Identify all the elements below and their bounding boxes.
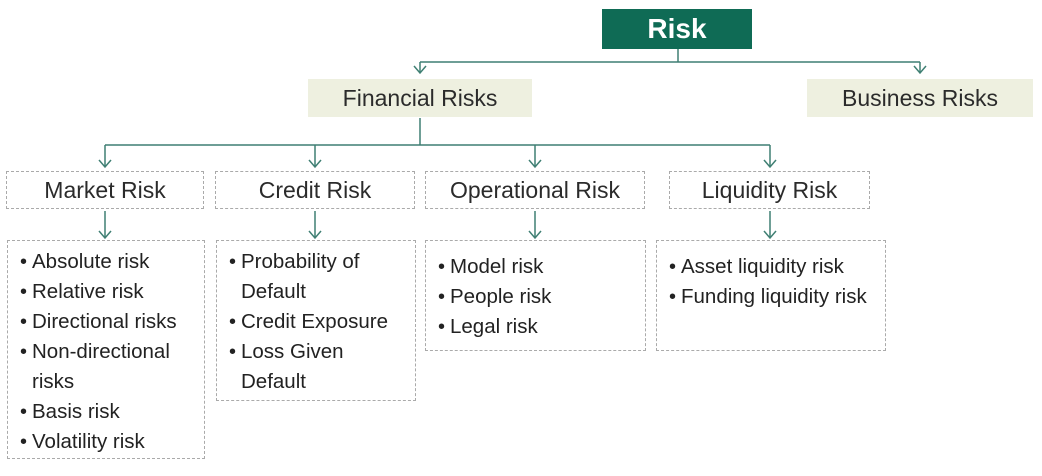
list-item: Directional risks bbox=[20, 307, 196, 337]
financial-risks-label: Financial Risks bbox=[342, 84, 498, 111]
business-risks-node: Business Risks bbox=[807, 79, 1033, 117]
liquidity-risk-node: Liquidity Risk bbox=[669, 171, 870, 209]
list-item: Volatility risk bbox=[20, 427, 196, 457]
market-risk-label: Market Risk bbox=[44, 176, 166, 203]
list-item: Absolute risk bbox=[20, 247, 196, 277]
financial-risks-node: Financial Risks bbox=[308, 79, 532, 117]
list-item: Probability of Default bbox=[229, 247, 407, 307]
list-item: People risk bbox=[438, 282, 637, 312]
credit-risk-label: Credit Risk bbox=[258, 176, 372, 203]
list-item: Credit Exposure bbox=[229, 307, 407, 337]
list-item: Funding liquidity risk bbox=[669, 282, 877, 312]
list-item: Non-directional risks bbox=[20, 337, 196, 397]
market-risk-node: Market Risk bbox=[6, 171, 204, 209]
list-item: Basis risk bbox=[20, 397, 196, 427]
list-item: Loss Given Default bbox=[229, 337, 407, 397]
operational-risk-label: Operational Risk bbox=[449, 176, 621, 203]
liquidity-risk-list: Asset liquidity risk Funding liquidity r… bbox=[656, 240, 886, 351]
list-item: Model risk bbox=[438, 252, 637, 282]
credit-risk-node: Credit Risk bbox=[215, 171, 415, 209]
list-item: Relative risk bbox=[20, 277, 196, 307]
business-risks-label: Business Risks bbox=[842, 84, 998, 111]
liquidity-risk-label: Liquidity Risk bbox=[701, 176, 838, 203]
credit-risk-list: Probability of Default Credit Exposure L… bbox=[216, 240, 416, 401]
market-risk-list: Absolute risk Relative risk Directional … bbox=[7, 240, 205, 459]
operational-risk-node: Operational Risk bbox=[425, 171, 645, 209]
risk-root-node: Risk bbox=[602, 9, 752, 49]
operational-risk-list: Model risk People risk Legal risk bbox=[425, 240, 646, 351]
risk-root-label: Risk bbox=[647, 13, 707, 44]
list-item: Legal risk bbox=[438, 312, 637, 342]
list-item: Asset liquidity risk bbox=[669, 252, 877, 282]
